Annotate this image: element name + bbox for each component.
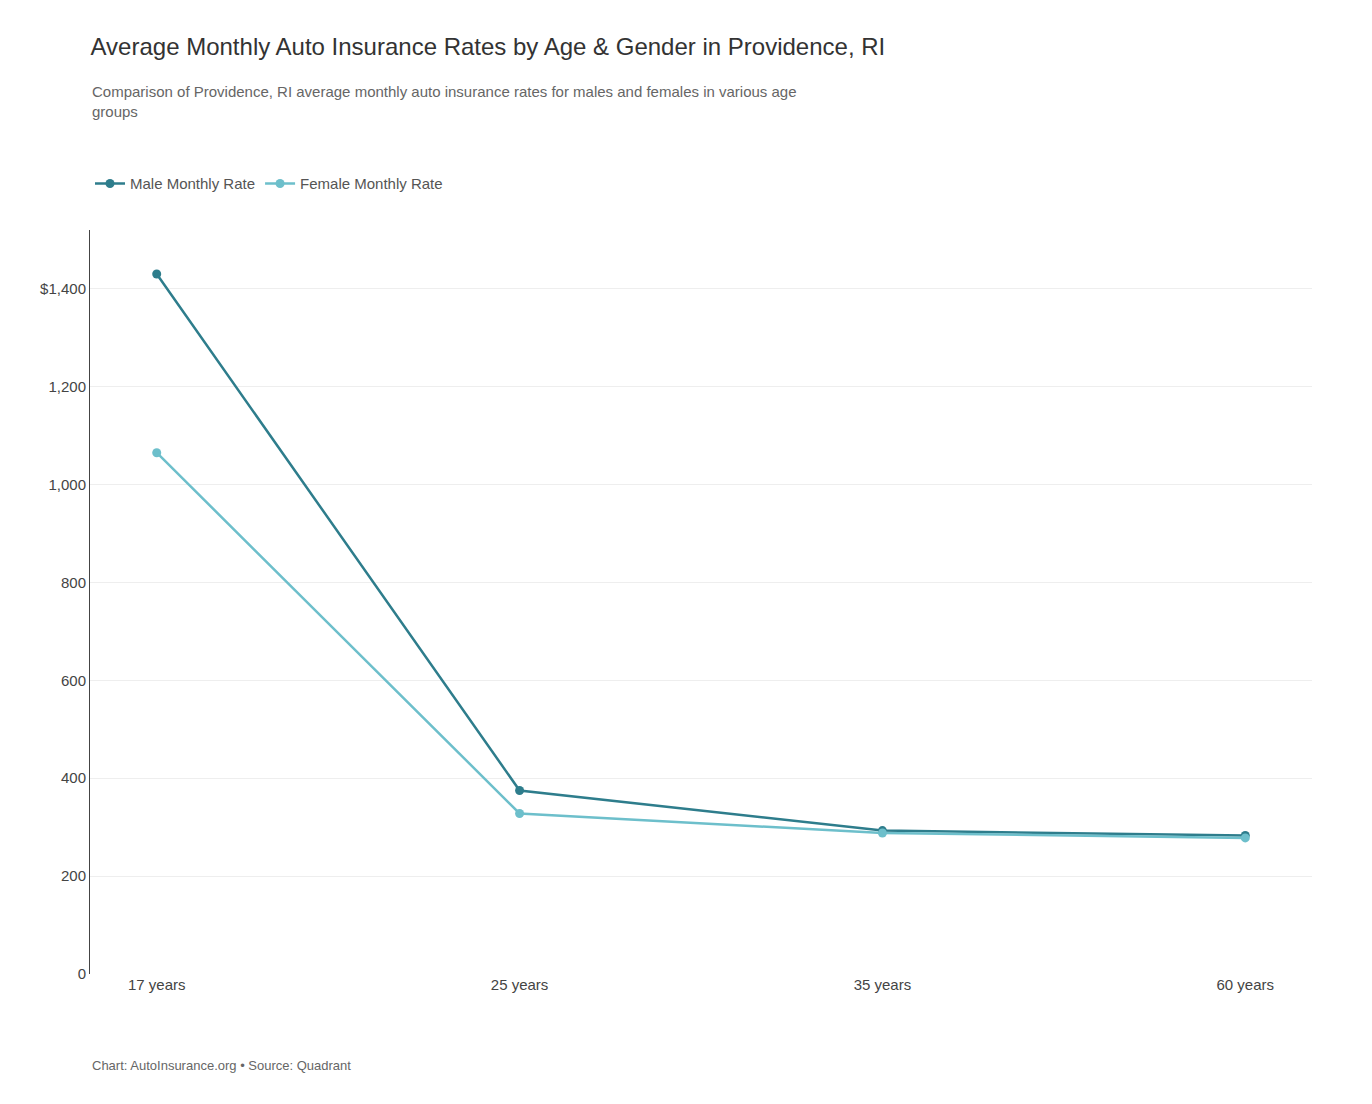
svg-text:Average Monthly Auto Insurance: Average Monthly Auto Insurance Rates by …: [91, 33, 886, 60]
svg-text:Comparison of Providence, RI a: Comparison of Providence, RI average mon…: [92, 83, 797, 120]
svg-text:Chart: AutoInsurance.org • Sou: Chart: AutoInsurance.org • Source: Quadr…: [92, 1058, 351, 1073]
svg-text:1,000: 1,000: [48, 476, 86, 493]
svg-text:Female Monthly Rate: Female Monthly Rate: [300, 175, 443, 192]
svg-text:17 years: 17 years: [128, 976, 186, 993]
svg-text:600: 600: [61, 672, 86, 689]
svg-text:1,200: 1,200: [48, 378, 86, 395]
svg-text:Male Monthly Rate: Male Monthly Rate: [130, 175, 255, 192]
svg-text:0: 0: [78, 965, 86, 982]
svg-text:$1,400: $1,400: [40, 280, 86, 297]
svg-text:400: 400: [61, 769, 86, 786]
svg-text:800: 800: [61, 574, 86, 591]
svg-text:60 years: 60 years: [1217, 976, 1275, 993]
svg-text:200: 200: [61, 867, 86, 884]
svg-text:25 years: 25 years: [491, 976, 549, 993]
svg-text:35 years: 35 years: [854, 976, 912, 993]
